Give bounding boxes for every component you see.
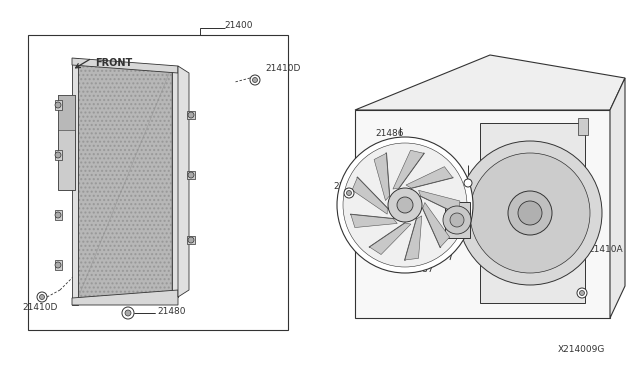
- Circle shape: [579, 291, 584, 295]
- Polygon shape: [55, 210, 62, 220]
- Polygon shape: [405, 216, 422, 260]
- Circle shape: [458, 141, 602, 285]
- Circle shape: [55, 152, 61, 158]
- Polygon shape: [355, 55, 625, 110]
- Polygon shape: [72, 58, 78, 305]
- Circle shape: [37, 292, 47, 302]
- Polygon shape: [55, 150, 62, 160]
- Polygon shape: [55, 100, 62, 110]
- Text: 21487: 21487: [405, 266, 433, 275]
- Text: 21410A: 21410A: [588, 246, 623, 254]
- Circle shape: [188, 237, 194, 243]
- Circle shape: [55, 262, 61, 268]
- Text: FRONT: FRONT: [95, 58, 132, 68]
- Text: 21476M: 21476M: [537, 134, 573, 142]
- Circle shape: [40, 295, 45, 299]
- Circle shape: [464, 179, 472, 187]
- Polygon shape: [480, 123, 585, 303]
- Circle shape: [253, 77, 257, 83]
- Text: 21400: 21400: [224, 20, 253, 29]
- Circle shape: [450, 213, 464, 227]
- Polygon shape: [369, 223, 411, 254]
- Text: 21410D: 21410D: [22, 302, 58, 311]
- Circle shape: [344, 188, 354, 198]
- Text: 21480: 21480: [157, 307, 186, 315]
- Polygon shape: [406, 167, 452, 188]
- Circle shape: [250, 75, 260, 85]
- Circle shape: [55, 212, 61, 218]
- Text: 21486: 21486: [375, 128, 403, 138]
- Circle shape: [188, 172, 194, 178]
- Polygon shape: [445, 202, 470, 238]
- Polygon shape: [172, 66, 178, 297]
- Circle shape: [337, 137, 473, 273]
- Polygon shape: [187, 111, 195, 119]
- Polygon shape: [393, 150, 424, 189]
- Circle shape: [443, 206, 471, 234]
- Polygon shape: [374, 153, 389, 201]
- Polygon shape: [419, 190, 460, 215]
- Polygon shape: [72, 58, 178, 73]
- Polygon shape: [58, 95, 75, 190]
- Circle shape: [397, 197, 413, 213]
- Polygon shape: [55, 260, 62, 270]
- Text: 21410B: 21410B: [333, 182, 367, 190]
- Text: 21410D: 21410D: [557, 208, 593, 218]
- Polygon shape: [58, 95, 75, 130]
- Circle shape: [122, 307, 134, 319]
- Circle shape: [518, 201, 542, 225]
- Polygon shape: [352, 177, 387, 214]
- Text: X214009G: X214009G: [558, 346, 605, 355]
- Polygon shape: [78, 66, 172, 298]
- Bar: [28, 35, 288, 330]
- Polygon shape: [178, 66, 189, 297]
- Polygon shape: [187, 236, 195, 244]
- Circle shape: [577, 288, 587, 298]
- Polygon shape: [610, 78, 625, 318]
- Circle shape: [188, 112, 194, 118]
- Polygon shape: [423, 202, 450, 247]
- Polygon shape: [578, 118, 588, 135]
- Circle shape: [343, 143, 467, 267]
- Polygon shape: [78, 65, 172, 298]
- Text: 21410D: 21410D: [265, 64, 300, 73]
- Polygon shape: [351, 214, 397, 228]
- Circle shape: [388, 188, 422, 222]
- Circle shape: [508, 191, 552, 235]
- Circle shape: [55, 102, 61, 108]
- Polygon shape: [72, 290, 178, 305]
- Polygon shape: [355, 110, 610, 318]
- Circle shape: [125, 310, 131, 316]
- Circle shape: [470, 153, 590, 273]
- Circle shape: [346, 190, 351, 196]
- Polygon shape: [78, 65, 172, 298]
- Polygon shape: [187, 171, 195, 179]
